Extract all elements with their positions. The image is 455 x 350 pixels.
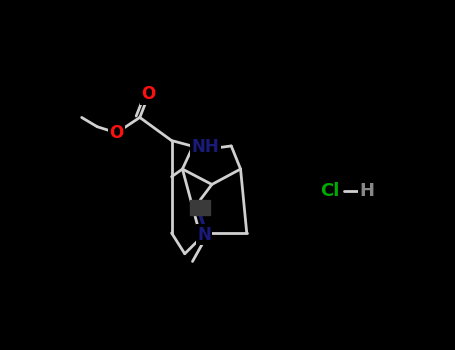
Text: NH: NH: [192, 139, 220, 156]
Text: N: N: [197, 225, 211, 244]
Text: O: O: [109, 124, 124, 142]
Text: H: H: [359, 182, 374, 199]
Bar: [190, 200, 210, 215]
Text: Cl: Cl: [320, 182, 339, 199]
Text: O: O: [141, 85, 156, 103]
